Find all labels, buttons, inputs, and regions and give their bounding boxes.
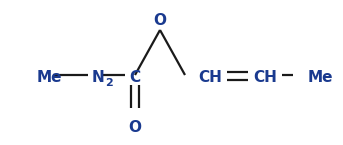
Text: 2: 2 [105, 78, 113, 88]
Text: O: O [129, 120, 142, 135]
Text: N: N [92, 69, 104, 85]
Text: C: C [129, 69, 141, 85]
Text: O: O [154, 13, 166, 28]
Text: CH: CH [253, 69, 277, 85]
Text: Me: Me [37, 69, 62, 85]
Text: Me: Me [308, 69, 333, 85]
Text: CH: CH [198, 69, 222, 85]
